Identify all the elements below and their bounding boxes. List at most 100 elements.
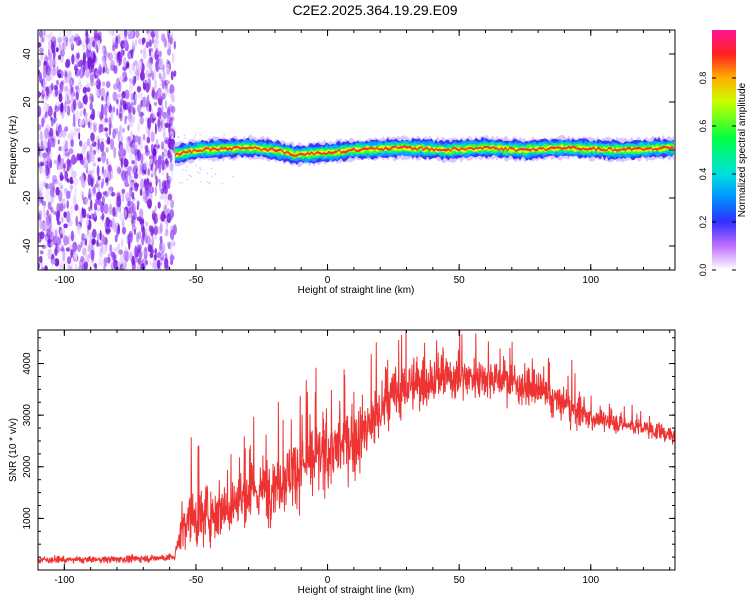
noise-speck — [165, 80, 170, 85]
y-tick-label: -20 — [22, 190, 33, 205]
noise-speck — [137, 104, 141, 113]
noise-speck — [124, 260, 127, 270]
noise-speck — [159, 235, 163, 242]
y-tick-label: 4000 — [22, 352, 33, 375]
noise-speck — [169, 36, 173, 45]
noise-speck — [101, 166, 104, 175]
noise-speck — [69, 184, 74, 190]
noise-speck — [134, 145, 138, 155]
noise-speck — [155, 90, 159, 101]
noise-speck — [129, 66, 133, 75]
noise-speck — [146, 94, 150, 104]
noise-speck — [152, 114, 156, 119]
noise-speck — [116, 195, 122, 208]
y-tick-label: 2000 — [22, 455, 33, 478]
noise-speck — [101, 81, 106, 87]
noise-speck — [100, 103, 104, 115]
noise-speck — [136, 232, 140, 243]
noise-speck — [40, 162, 45, 167]
noise-speck — [178, 135, 180, 138]
noise-speck — [133, 172, 139, 180]
noise-speck — [151, 235, 155, 247]
noise-speck — [111, 257, 114, 269]
noise-speck — [74, 263, 78, 270]
noise-speck — [101, 195, 105, 206]
noise-speck — [130, 30, 134, 38]
noise-speck — [117, 34, 121, 44]
noise-speck — [97, 138, 100, 150]
noise-speck — [143, 163, 147, 171]
noise-speck — [166, 175, 172, 185]
noise-speck — [124, 76, 128, 82]
snr-ylabel: SNR (10 * v/v) — [8, 418, 19, 482]
noise-speck — [151, 91, 157, 100]
noise-speck — [143, 248, 148, 260]
noise-speck — [97, 242, 102, 247]
noise-speck — [67, 132, 71, 140]
noise-speck — [58, 263, 64, 270]
y-tick-label: 40 — [22, 48, 33, 60]
noise-speck — [120, 171, 124, 177]
noise-speck — [68, 70, 72, 80]
noise-speck — [191, 138, 193, 141]
noise-speck — [101, 151, 107, 163]
noise-speck — [76, 128, 81, 132]
noise-speck — [164, 231, 169, 237]
noise-speck — [96, 165, 100, 177]
noise-speck — [103, 49, 107, 58]
noise-speck — [142, 47, 147, 60]
noise-speck — [38, 210, 43, 219]
noise-speck — [154, 30, 159, 36]
noise-speck — [167, 193, 173, 201]
noise-speck — [101, 126, 105, 133]
noise-speck — [41, 83, 46, 95]
noise-speck — [92, 162, 97, 167]
noise-speck — [119, 112, 123, 122]
noise-speck — [74, 251, 78, 262]
noise-speck — [167, 48, 171, 56]
noise-speck — [79, 67, 84, 79]
noise-speck — [148, 103, 152, 113]
noise-speck — [108, 116, 112, 127]
noise-speck — [119, 101, 122, 113]
noise-speck — [152, 148, 157, 157]
noise-speck — [93, 81, 98, 86]
noise-speck — [107, 30, 113, 36]
noise-speck — [56, 122, 59, 132]
noise-speck — [155, 175, 158, 187]
noise-speck — [117, 131, 120, 143]
noise-speck — [88, 262, 94, 270]
noise-speck — [115, 35, 119, 43]
noise-speck — [91, 254, 94, 264]
noise-speck — [98, 257, 103, 267]
noise-speck — [78, 39, 82, 46]
noise-speck — [150, 173, 154, 178]
noise-speck — [58, 43, 62, 51]
noise-speck — [153, 101, 158, 107]
noise-speck — [102, 191, 107, 196]
noise-speck — [140, 99, 143, 108]
noise-speck — [47, 183, 53, 189]
noise-speck — [62, 249, 66, 261]
noise-speck — [134, 135, 140, 143]
noise-speck — [146, 30, 150, 35]
x-tick-label: 100 — [582, 575, 599, 586]
noise-speck — [93, 263, 96, 268]
noise-speck — [151, 72, 154, 81]
noise-speck — [188, 139, 191, 141]
noise-speck — [103, 106, 108, 116]
noise-speck — [96, 200, 102, 206]
noise-speck — [144, 228, 148, 235]
noise-speck — [77, 244, 82, 253]
noise-speck — [82, 208, 87, 219]
noise-speck — [112, 91, 117, 102]
noise-speck — [66, 236, 70, 245]
noise-speck — [151, 165, 156, 176]
noise-speck — [146, 41, 149, 49]
noise-speck — [105, 177, 109, 184]
noise-speck — [119, 30, 124, 39]
noise-speck — [161, 92, 166, 100]
noise-speck — [114, 211, 118, 218]
noise-speck — [50, 116, 53, 121]
noise-speck — [168, 123, 171, 128]
